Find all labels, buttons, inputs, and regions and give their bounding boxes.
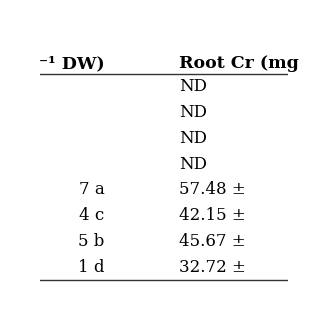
- Text: ⁻¹ DW): ⁻¹ DW): [39, 55, 104, 72]
- Text: Root Cr (mg: Root Cr (mg: [179, 55, 299, 72]
- Text: 1 d: 1 d: [78, 259, 104, 276]
- Text: ND: ND: [179, 130, 207, 147]
- Text: 32.72 ±: 32.72 ±: [179, 259, 246, 276]
- Text: 5 b: 5 b: [78, 233, 104, 250]
- Text: 45.67 ±: 45.67 ±: [179, 233, 245, 250]
- Text: ND: ND: [179, 78, 207, 95]
- Text: 4 c: 4 c: [79, 207, 104, 224]
- Text: ND: ND: [179, 156, 207, 173]
- Text: ND: ND: [179, 104, 207, 121]
- Text: 57.48 ±: 57.48 ±: [179, 181, 246, 198]
- Text: 7 a: 7 a: [79, 181, 104, 198]
- Text: 42.15 ±: 42.15 ±: [179, 207, 246, 224]
